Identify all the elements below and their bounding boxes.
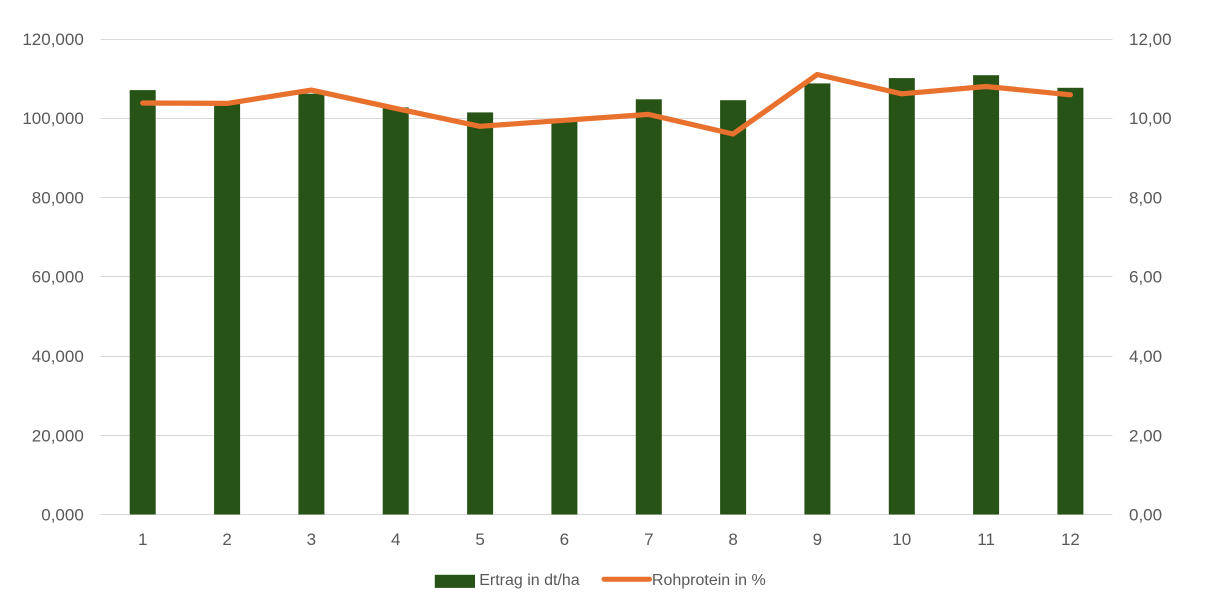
svg-text:2: 2 [222,530,231,549]
svg-text:8: 8 [728,530,737,549]
svg-text:4,00: 4,00 [1129,347,1162,366]
svg-text:20,000: 20,000 [32,426,84,445]
svg-text:7: 7 [644,530,653,549]
svg-text:2,00: 2,00 [1129,426,1162,445]
svg-text:10,00: 10,00 [1129,109,1172,128]
svg-text:5: 5 [475,530,484,549]
svg-text:10: 10 [892,530,911,549]
svg-text:100,000: 100,000 [22,109,83,128]
svg-text:80,000: 80,000 [32,188,84,207]
svg-text:60,000: 60,000 [32,268,84,287]
svg-text:40,000: 40,000 [32,347,84,366]
svg-text:8,00: 8,00 [1129,188,1162,207]
svg-text:12: 12 [1061,530,1080,549]
svg-text:9: 9 [813,530,822,549]
svg-text:6,00: 6,00 [1129,268,1162,287]
svg-text:11: 11 [977,530,995,549]
svg-text:Ertrag in dt/ha: Ertrag in dt/ha [479,572,580,589]
svg-text:120,000: 120,000 [22,30,83,49]
svg-text:Rohprotein in %: Rohprotein in % [652,572,766,589]
svg-text:6: 6 [560,530,569,549]
svg-text:12,00: 12,00 [1129,30,1172,49]
svg-text:0,00: 0,00 [1129,506,1162,525]
svg-text:0,000: 0,000 [41,506,84,525]
svg-text:1: 1 [138,530,147,549]
svg-text:4: 4 [391,530,400,549]
svg-text:3: 3 [307,530,316,549]
